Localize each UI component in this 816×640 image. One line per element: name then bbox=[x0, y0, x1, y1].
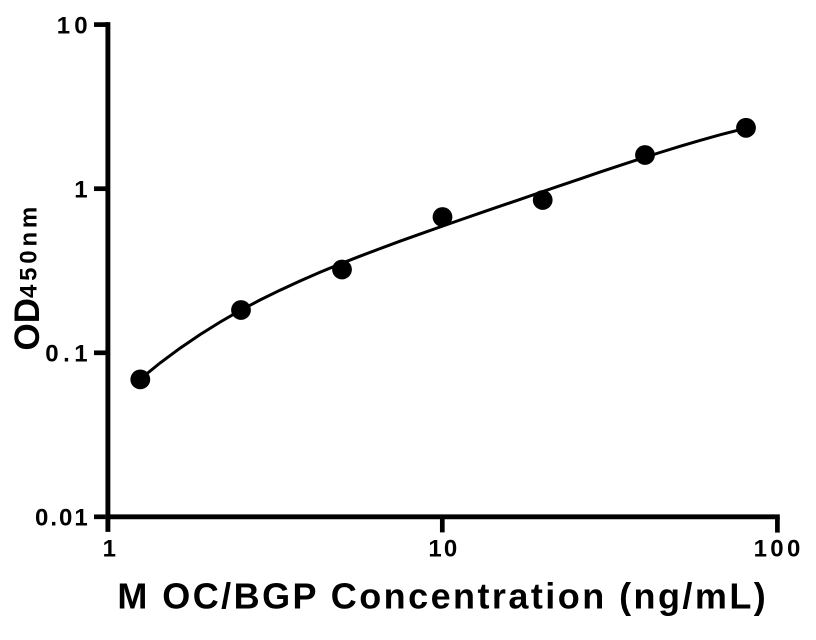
svg-text:0.1: 0.1 bbox=[45, 341, 92, 368]
svg-text:1: 1 bbox=[103, 536, 116, 563]
svg-text:M OC/BGP Concentration (ng/mL): M OC/BGP Concentration (ng/mL) bbox=[117, 576, 768, 617]
svg-text:10: 10 bbox=[428, 536, 459, 563]
svg-text:10: 10 bbox=[57, 12, 92, 39]
svg-text:OD450nm: OD450nm bbox=[8, 203, 47, 351]
svg-text:100: 100 bbox=[754, 536, 804, 563]
svg-text:0.01: 0.01 bbox=[35, 505, 90, 532]
svg-text:1: 1 bbox=[74, 176, 87, 203]
